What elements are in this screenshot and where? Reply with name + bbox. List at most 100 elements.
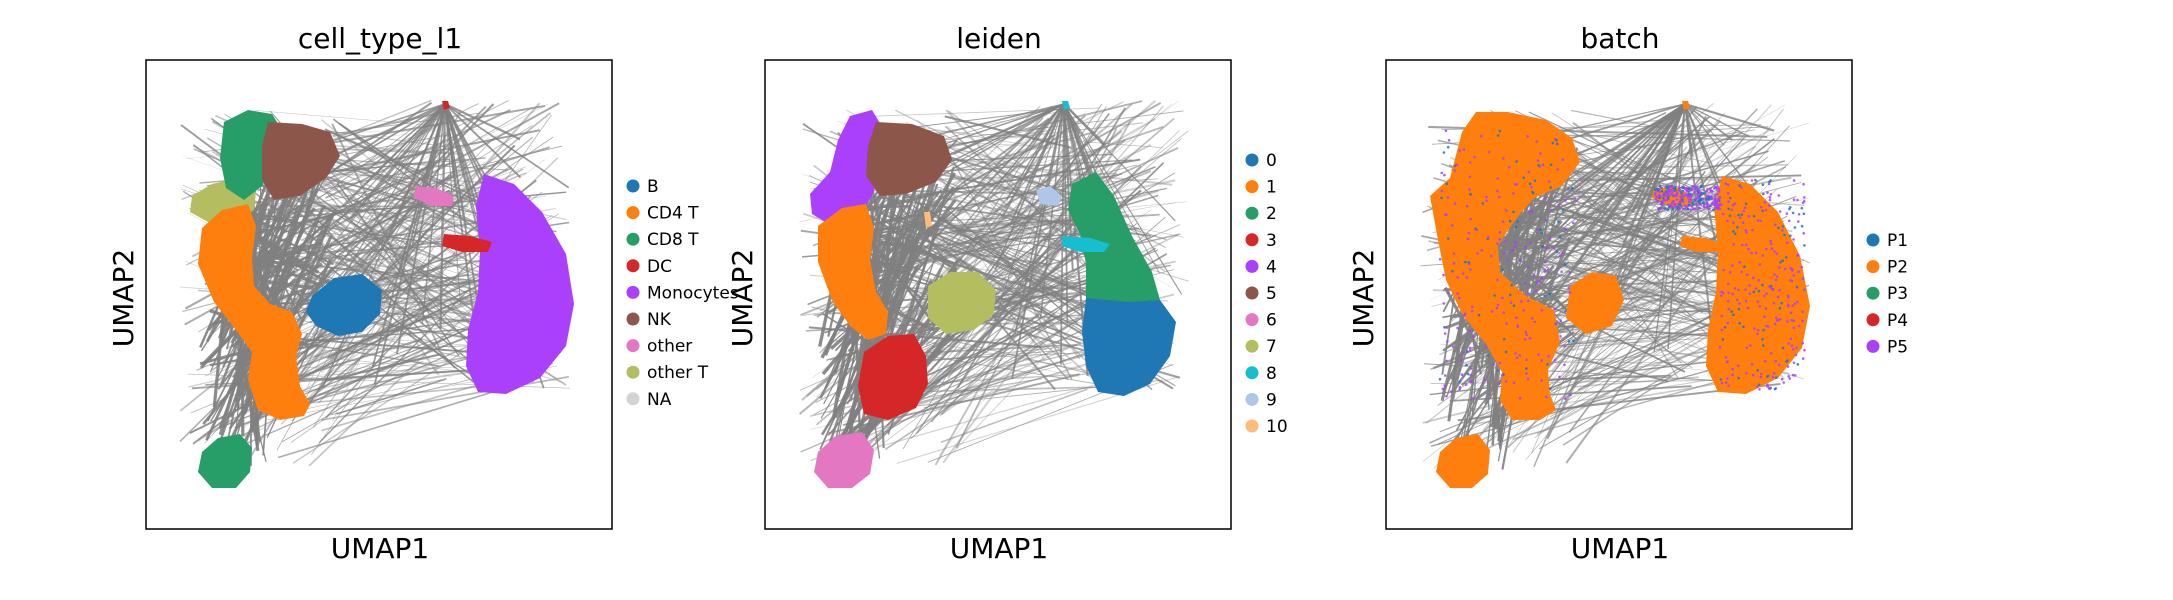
legend-marker [1245,419,1259,433]
cell-point [1514,241,1517,244]
cell-point [1502,373,1505,376]
cell-point [1773,250,1776,253]
legend-label: 3 [1266,231,1277,251]
cell-point [1468,329,1472,333]
cell-point [1763,315,1766,319]
cell-point [1789,234,1792,237]
cell-point [1700,184,1703,188]
cell-point [1518,354,1522,357]
cell-point [1510,283,1514,287]
cell-point [1743,265,1746,269]
cell-point [1539,228,1543,231]
cell-point [1741,243,1744,247]
cell-point [1702,201,1706,205]
cell-point [1563,345,1566,348]
cell-point [1778,306,1782,310]
cell-point [1762,344,1765,347]
cell-point [1660,189,1664,193]
legend-marker [626,232,640,246]
cell-point [1724,381,1728,384]
paga-edge [230,103,446,265]
cell-point [1469,217,1472,221]
legend-marker [1245,392,1259,406]
cell-point [1793,302,1797,305]
cell-point [1775,316,1778,320]
cell-point [1773,322,1777,326]
cell-point [1553,358,1557,362]
cell-point [1540,379,1543,382]
cell-point [1564,397,1567,401]
legend-marker [626,339,640,353]
paga-edge [312,173,484,428]
cell-point [1759,375,1763,379]
cell-point [1694,187,1697,191]
cell-point [1706,187,1709,191]
cell-point [1502,157,1505,160]
legend-label: B [647,177,659,197]
paga-edge [1525,150,1769,220]
cell-point [1722,268,1725,272]
cell-point [1658,184,1662,188]
batch-speckle [1438,129,1806,401]
paga-edge [994,103,1065,270]
cell-point [1727,299,1730,303]
cell-point [1726,191,1730,195]
cell-point [1695,185,1698,189]
cell-point [1773,387,1777,391]
cell-point [1717,187,1721,191]
cell-point [1793,226,1797,229]
cell-point [1672,200,1675,203]
cell-point [1572,221,1575,225]
cell-point [1736,364,1740,368]
cell-point [1501,220,1505,223]
paga-edge [321,375,570,421]
cell-point [1444,129,1448,133]
cell-point [1795,285,1799,289]
cell-point [1726,377,1729,380]
legend-label: DC [647,257,672,277]
cell-point [1751,373,1755,377]
paga-edge [421,103,446,325]
cell-point [1468,349,1472,352]
cell-point [1720,328,1724,332]
cell-point [1684,193,1687,197]
legend-label: 5 [1266,284,1277,304]
cell-point [1786,294,1790,297]
cell-point [1545,246,1549,250]
cell-point [1767,386,1771,390]
cell-point [1761,338,1764,341]
cell-point [1752,290,1756,294]
cell-point [1442,151,1446,154]
cell-point [1687,203,1691,207]
cell-point [1490,254,1493,258]
cell-point [1789,206,1792,209]
cell-point [1518,396,1522,400]
cell-point [1438,257,1442,261]
cell-point [1450,224,1454,227]
paga-edge [1684,103,1725,146]
cell-point [1720,381,1724,385]
cell-point [1567,340,1571,343]
cell-point [1754,287,1758,290]
cell-point [1727,291,1730,295]
cell-point [1502,252,1506,255]
cell-point [1776,319,1779,322]
cell-point [1761,209,1764,213]
cell-point [1502,337,1506,341]
paga-edge [904,123,1051,150]
cell-point [1714,207,1717,210]
cell-point [1512,192,1515,195]
cell-point [1691,201,1694,204]
cell-point [1573,197,1577,200]
cell-point [1760,372,1763,376]
cell-point [1525,367,1528,370]
cell-point [1792,198,1796,201]
paga-edge [1060,103,1065,365]
cell-point [1495,306,1499,310]
paga-edge [902,106,1107,450]
cell-point [1776,295,1780,299]
paga-edge [899,130,1044,356]
cell-point [1765,292,1768,296]
cell-point [1555,139,1558,142]
cell-point [1769,193,1773,196]
